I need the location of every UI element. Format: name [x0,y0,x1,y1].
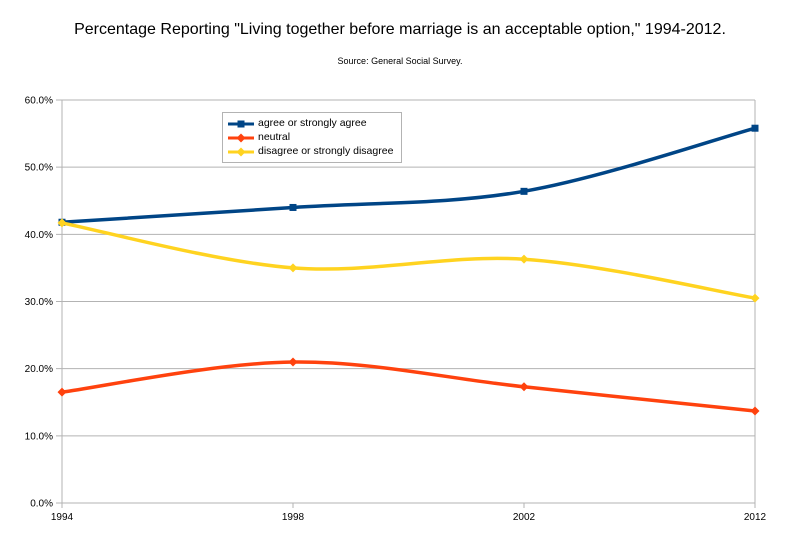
series-line-0 [60,126,757,224]
legend: agree or strongly agree neutral disagree o… [222,112,403,163]
data-point-1 [288,357,298,367]
data-point-0 [289,203,297,211]
data-point-2 [750,293,760,303]
x-axis-tick-label: 2012 [744,512,767,523]
series-line-2 [60,221,757,300]
chart-title: Percentage Reporting "Living together be… [74,21,726,38]
data-point-2 [519,254,529,264]
y-axis-tick-label: 20.0% [25,364,53,375]
y-axis-tick-label: 40.0% [25,230,53,241]
data-point-1 [750,406,760,416]
y-axis-tick-label: 50.0% [25,163,53,174]
y-axis-tick-label: 60.0% [25,96,53,107]
data-point-0 [751,124,759,132]
legend-marker-icon [228,147,254,156]
legend-item-0: agree or strongly agree [228,117,393,130]
x-axis-tick-label: 1998 [282,512,305,523]
legend-label: neutral [258,131,291,143]
y-axis-tick-label: 0.0% [30,499,53,510]
x-axis-tick-label: 2002 [513,512,536,523]
data-point-0 [520,187,528,195]
legend-marker-icon [228,120,254,127]
legend-marker-icon [228,133,254,142]
y-axis-tick-label: 30.0% [25,297,53,308]
data-point-2 [57,218,67,228]
y-axis-tick-label: 10.0% [25,431,53,442]
chart-subtitle: Source: General Social Survey. [337,56,463,66]
data-point-2 [288,263,298,273]
series-line-1 [60,360,757,413]
x-axis-tick-label: 1994 [51,512,74,523]
data-point-1 [57,387,67,397]
data-point-1 [519,382,529,392]
legend-label: disagree or strongly disagree [258,145,394,157]
legend-label: agree or strongly agree [258,117,367,129]
legend-item-2: disagree or strongly disagree [228,145,393,158]
legend-item-1: neutral [228,131,393,144]
